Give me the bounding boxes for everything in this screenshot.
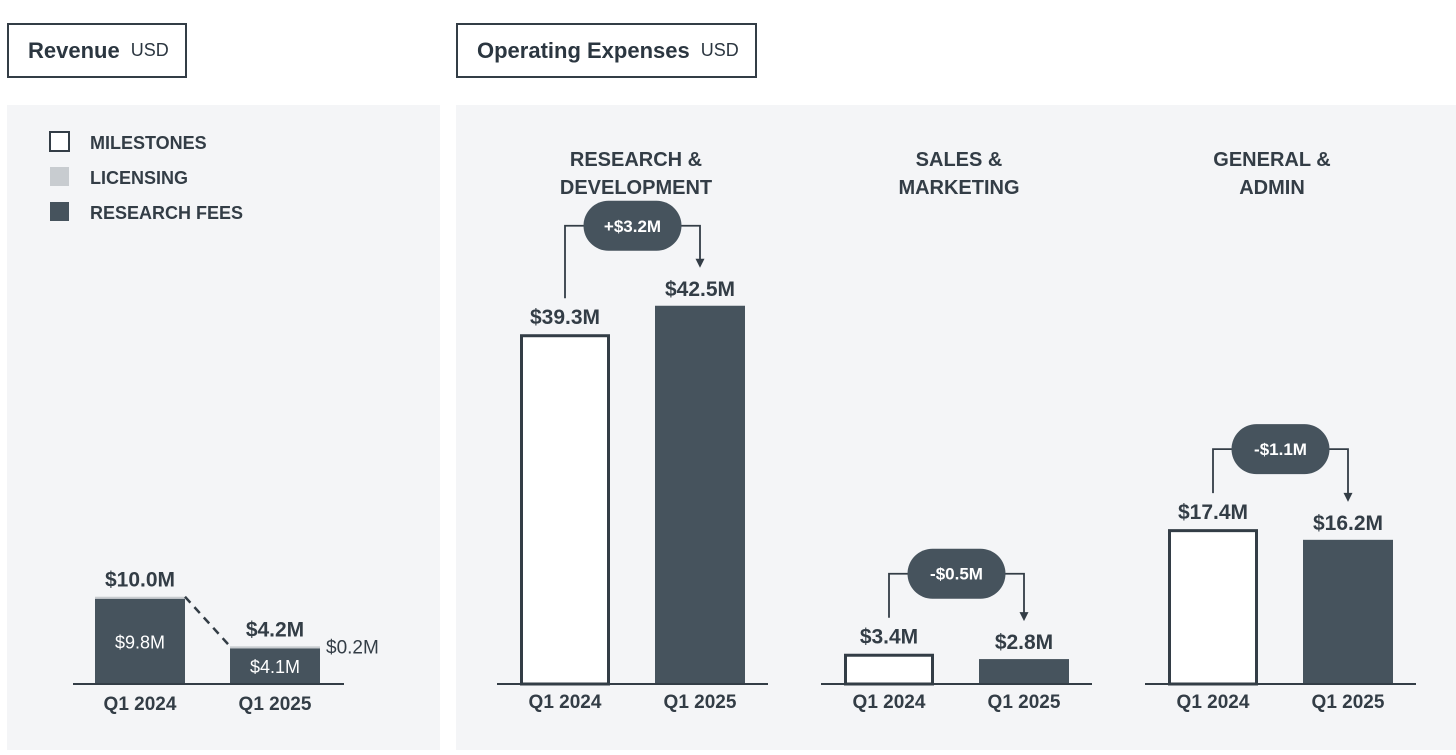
opex-title: Operating Expenses xyxy=(477,37,690,63)
opex-chart: RESEARCH & DEVELOPMENT $39.3M Q1 2024 $42.5M… xyxy=(497,149,1416,713)
bar-research-fees-1 xyxy=(95,598,185,684)
chart-3-title-line-1: GENERAL & xyxy=(1213,149,1330,171)
chart-2-bar-q1-2025 xyxy=(979,659,1069,684)
legend-swatch-3 xyxy=(50,202,69,221)
bar-licensing-2 xyxy=(230,646,320,649)
trend-connector xyxy=(184,595,231,648)
chart-2-value-label-1: $3.4M xyxy=(860,626,918,649)
bar-research-fees-2 xyxy=(230,648,320,684)
chart-1-value-label-2: $42.5M xyxy=(665,278,735,301)
chart-3-bar-q1-2024 xyxy=(1168,529,1258,686)
x-tick-2: Q1 2025 xyxy=(239,694,312,715)
opex-unit: USD xyxy=(700,40,739,60)
opex-title-box: Operating Expenses USD xyxy=(456,23,757,78)
chart-2-x-tick-1: Q1 2024 xyxy=(853,692,926,713)
segment-label-2: $4.1M xyxy=(250,657,300,677)
chart-2-x-tick-2: Q1 2025 xyxy=(988,692,1061,713)
chart-1-bar-q1-2024 xyxy=(520,334,610,686)
opex-panel: RESEARCH & DEVELOPMENT $39.3M Q1 2024 $42.5M… xyxy=(456,105,1456,750)
legend-swatch-2 xyxy=(50,167,69,186)
chart-2-title-line-1: SALES & xyxy=(916,149,1003,171)
legend-swatch-1 xyxy=(49,131,70,152)
revenue-title: Revenue xyxy=(28,37,120,63)
revenue-title-box: Revenue USD xyxy=(7,23,187,78)
chart-3-bar-q1-2025 xyxy=(1303,539,1393,684)
revenue-panel: MILESTONES LICENSING RESEARCH FEES $9.8M $10… xyxy=(7,105,440,750)
chart-1-title-line-2: DEVELOPMENT xyxy=(560,177,712,199)
chart-3-x-tick-2: Q1 2025 xyxy=(1312,692,1385,713)
legend-label-1: MILESTONES xyxy=(90,133,207,153)
bar-licensing-1 xyxy=(95,596,185,599)
chart-1-change-arrowhead xyxy=(695,258,705,268)
chart-3-change-pill xyxy=(1231,424,1330,475)
chart-2-change-label: -$0.5M xyxy=(930,565,983,584)
chart-2-change-pill xyxy=(907,548,1006,599)
chart-2-bar-q1-2024 xyxy=(844,653,934,686)
legend-label-3: RESEARCH FEES xyxy=(90,203,243,223)
chart-3-value-label-2: $16.2M xyxy=(1313,512,1383,535)
total-label-2: $4.2M xyxy=(246,618,304,641)
chart-2-title-line-2: MARKETING xyxy=(898,177,1019,199)
segment-label-1: $9.8M xyxy=(115,632,165,652)
chart-3-x-tick-1: Q1 2024 xyxy=(1177,692,1250,713)
chart-1-change-label: +$3.2M xyxy=(604,217,661,236)
total-label-1: $10.0M xyxy=(105,569,175,592)
chart-3-change-label: -$1.1M xyxy=(1254,440,1307,459)
chart-2-change-arrowhead xyxy=(1019,612,1029,622)
x-tick-1: Q1 2024 xyxy=(104,694,177,715)
licensing-side-label: $0.2M xyxy=(326,637,379,658)
chart-1-change-pill xyxy=(583,200,682,251)
chart-2-value-label-2: $2.8M xyxy=(995,631,1053,654)
chart-1-x-tick-2: Q1 2025 xyxy=(664,692,737,713)
chart-3-value-label-1: $17.4M xyxy=(1178,501,1248,524)
chart-3-title-line-2: ADMIN xyxy=(1239,177,1305,199)
chart-1-bar-q1-2025 xyxy=(655,305,745,684)
chart-1-title-line-1: RESEARCH & xyxy=(570,149,702,171)
chart-1-x-tick-1: Q1 2024 xyxy=(529,692,602,713)
revenue-chart: MILESTONES LICENSING RESEARCH FEES $9.8M $10… xyxy=(49,131,379,715)
revenue-unit: USD xyxy=(130,40,169,60)
chart-1-value-label-1: $39.3M xyxy=(530,306,600,329)
chart-3-change-arrowhead xyxy=(1343,492,1353,502)
legend-label-2: LICENSING xyxy=(90,168,188,188)
